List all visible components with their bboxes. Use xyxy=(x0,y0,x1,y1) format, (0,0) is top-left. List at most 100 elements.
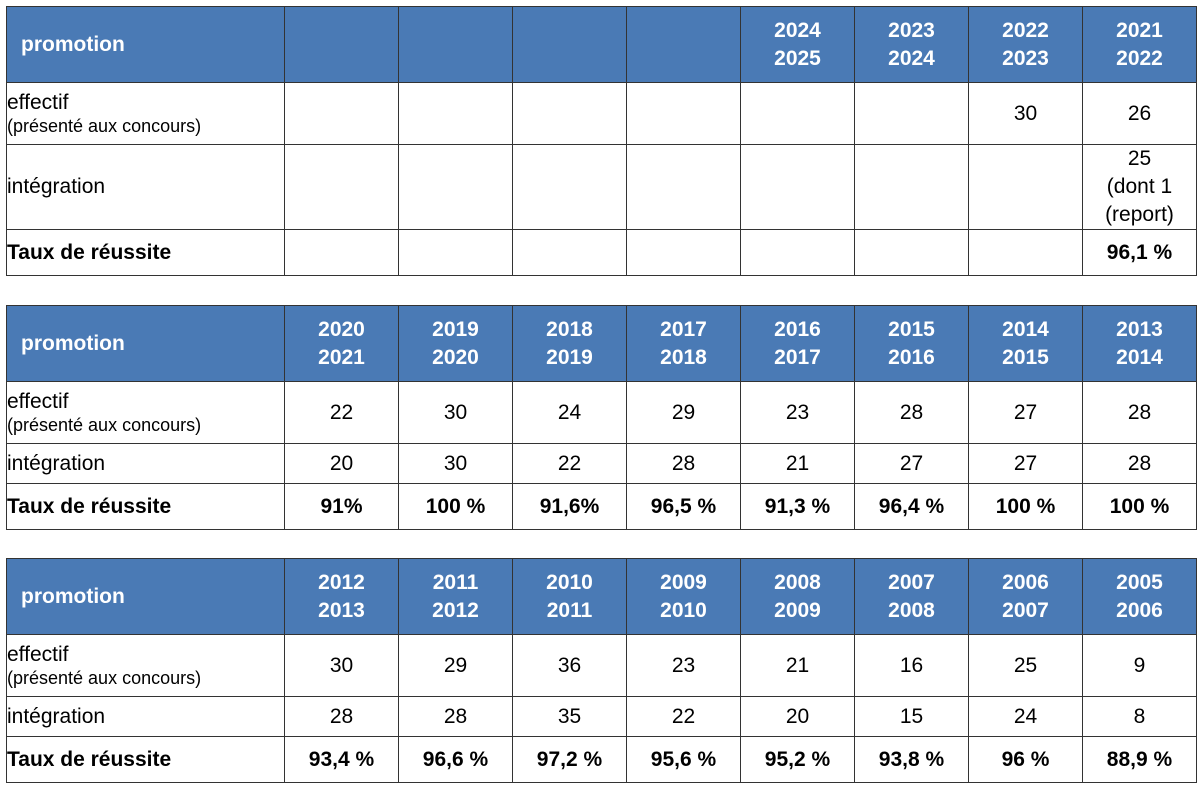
taux-row: Taux de réussite 96,1 % xyxy=(6,229,1197,276)
promotion-header: promotion xyxy=(6,6,285,83)
integration-cell: 28 xyxy=(626,443,741,484)
effectif-cell xyxy=(512,82,627,145)
taux-cell: 100 % xyxy=(1082,483,1197,530)
taux-cell: 93,4 % xyxy=(284,736,399,783)
integration-cell: 20 xyxy=(740,696,855,737)
year-header xyxy=(284,6,399,83)
year-header: 2006 2007 xyxy=(968,558,1083,635)
taux-cell xyxy=(854,229,969,276)
effectif-label: effectif (présenté aux concours) xyxy=(6,82,285,145)
effectif-cell: 21 xyxy=(740,634,855,697)
integration-cell: 25 (dont 1 (report) xyxy=(1082,144,1197,230)
effectif-cell: 36 xyxy=(512,634,627,697)
integration-row: intégration 25 (dont 1 (report) xyxy=(6,144,1197,230)
taux-cell: 91,3 % xyxy=(740,483,855,530)
integration-row: intégration 28 28 35 22 20 15 24 8 xyxy=(6,696,1197,737)
taux-cell xyxy=(512,229,627,276)
taux-cell: 91% xyxy=(284,483,399,530)
effectif-cell: 29 xyxy=(626,381,741,444)
results-table-2: promotion 2020 2021 2019 2020 2018 2019 201… xyxy=(6,305,1197,530)
promotion-header: promotion xyxy=(6,558,285,635)
integration-cell xyxy=(512,144,627,230)
effectif-cell: 22 xyxy=(284,381,399,444)
year-header: 2019 2020 xyxy=(398,305,513,382)
year-header: 2018 2019 xyxy=(512,305,627,382)
year-header: 2024 2025 xyxy=(740,6,855,83)
integration-row: intégration 20 30 22 28 21 27 27 28 xyxy=(6,443,1197,484)
integration-label: intégration xyxy=(6,144,285,230)
effectif-cell xyxy=(626,82,741,145)
effectif-row: effectif (présenté aux concours) 30 26 xyxy=(6,82,1197,145)
effectif-cell: 23 xyxy=(740,381,855,444)
year-header: 2022 2023 xyxy=(968,6,1083,83)
integration-cell xyxy=(626,144,741,230)
header-row: promotion 2012 2013 2011 2012 2010 2011 200… xyxy=(6,558,1197,635)
header-row: promotion 2020 2021 2019 2020 2018 2019 201… xyxy=(6,305,1197,382)
year-header: 2007 2008 xyxy=(854,558,969,635)
year-header: 2014 2015 xyxy=(968,305,1083,382)
taux-cell: 100 % xyxy=(398,483,513,530)
effectif-cell: 9 xyxy=(1082,634,1197,697)
year-header: 2015 2016 xyxy=(854,305,969,382)
integration-cell: 28 xyxy=(284,696,399,737)
taux-label: Taux de réussite xyxy=(6,483,285,530)
integration-cell: 20 xyxy=(284,443,399,484)
taux-cell: 95,6 % xyxy=(626,736,741,783)
effectif-row: effectif (présenté aux concours) 30 29 36… xyxy=(6,634,1197,697)
year-header xyxy=(626,6,741,83)
results-table-1: promotion 2024 2025 2023 2024 2022 2023 202… xyxy=(6,6,1197,276)
header-row: promotion 2024 2025 2023 2024 2022 2023 202… xyxy=(6,6,1197,83)
year-header: 2013 2014 xyxy=(1082,305,1197,382)
results-table-3: promotion 2012 2013 2011 2012 2010 2011 200… xyxy=(6,558,1197,783)
integration-cell: 28 xyxy=(398,696,513,737)
effectif-cell: 25 xyxy=(968,634,1083,697)
taux-cell xyxy=(968,229,1083,276)
year-header: 2005 2006 xyxy=(1082,558,1197,635)
integration-cell: 8 xyxy=(1082,696,1197,737)
taux-cell: 97,2 % xyxy=(512,736,627,783)
effectif-cell: 16 xyxy=(854,634,969,697)
year-header: 2011 2012 xyxy=(398,558,513,635)
year-header: 2009 2010 xyxy=(626,558,741,635)
year-header xyxy=(512,6,627,83)
taux-cell: 95,2 % xyxy=(740,736,855,783)
effectif-cell: 24 xyxy=(512,381,627,444)
effectif-cell: 23 xyxy=(626,634,741,697)
integration-cell xyxy=(740,144,855,230)
taux-cell: 96,4 % xyxy=(854,483,969,530)
taux-cell xyxy=(284,229,399,276)
taux-cell xyxy=(740,229,855,276)
integration-cell xyxy=(398,144,513,230)
taux-row: Taux de réussite 93,4 % 96,6 % 97,2 % 95… xyxy=(6,736,1197,783)
integration-cell: 24 xyxy=(968,696,1083,737)
taux-cell: 96 % xyxy=(968,736,1083,783)
year-header: 2008 2009 xyxy=(740,558,855,635)
taux-cell: 96,1 % xyxy=(1082,229,1197,276)
integration-cell: 28 xyxy=(1082,443,1197,484)
effectif-cell: 28 xyxy=(1082,381,1197,444)
taux-cell xyxy=(398,229,513,276)
effectif-cell: 30 xyxy=(284,634,399,697)
effectif-cell xyxy=(854,82,969,145)
integration-cell: 35 xyxy=(512,696,627,737)
integration-cell: 21 xyxy=(740,443,855,484)
taux-label: Taux de réussite xyxy=(6,229,285,276)
effectif-label: effectif (présenté aux concours) xyxy=(6,381,285,444)
taux-cell: 96,6 % xyxy=(398,736,513,783)
taux-cell: 91,6% xyxy=(512,483,627,530)
effectif-cell xyxy=(398,82,513,145)
integration-cell: 27 xyxy=(968,443,1083,484)
effectif-cell: 30 xyxy=(968,82,1083,145)
year-header: 2010 2011 xyxy=(512,558,627,635)
taux-cell xyxy=(626,229,741,276)
effectif-cell: 26 xyxy=(1082,82,1197,145)
taux-cell: 96,5 % xyxy=(626,483,741,530)
year-header: 2017 2018 xyxy=(626,305,741,382)
year-header: 2016 2017 xyxy=(740,305,855,382)
integration-cell: 22 xyxy=(626,696,741,737)
taux-cell: 88,9 % xyxy=(1082,736,1197,783)
integration-cell: 22 xyxy=(512,443,627,484)
effectif-cell xyxy=(284,82,399,145)
taux-label: Taux de réussite xyxy=(6,736,285,783)
effectif-cell: 28 xyxy=(854,381,969,444)
